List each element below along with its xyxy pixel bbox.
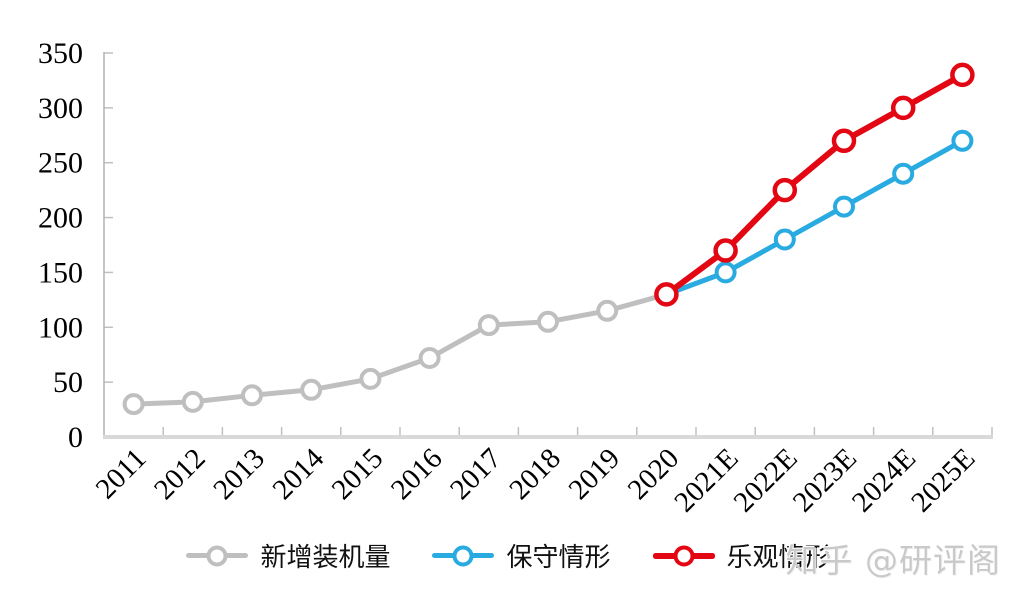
data-point-marker-2 <box>713 238 738 263</box>
y-tick-label: 300 <box>38 92 83 125</box>
data-point-marker-0 <box>418 347 441 369</box>
data-point-marker-2 <box>654 282 679 307</box>
data-point-marker-1 <box>773 228 796 251</box>
x-tick-label: 2014 <box>267 442 331 506</box>
data-point-marker-2 <box>772 177 798 203</box>
legend-item-new-installs: 新增装机量 <box>186 537 390 574</box>
data-point-marker-0 <box>477 314 500 337</box>
x-tick-label: 2013 <box>207 442 271 506</box>
data-point-marker-0 <box>596 299 619 322</box>
data-point-marker-0 <box>122 393 145 416</box>
y-tick-label: 50 <box>53 366 83 399</box>
data-point-marker-0 <box>537 310 559 333</box>
y-tick-label: 350 <box>38 37 83 70</box>
data-point-marker-1 <box>951 129 974 152</box>
data-point-marker-1 <box>714 261 737 284</box>
series-line-2 <box>663 71 966 298</box>
y-tick-label: 0 <box>68 421 83 454</box>
y-tick-label: 200 <box>38 202 83 235</box>
x-tick-label: 2015 <box>326 442 390 506</box>
data-point-marker-1 <box>892 162 915 185</box>
x-tick-label: 2022E <box>728 442 804 518</box>
x-tick-label: 2019 <box>563 442 627 506</box>
y-tick-label: 250 <box>38 147 83 180</box>
x-tick-label: 2016 <box>385 442 449 506</box>
legend-marker-gray-line-icon <box>186 543 249 569</box>
data-point-marker-2 <box>890 95 916 121</box>
legend-item-conservative: 保守情形 <box>432 537 611 574</box>
legend-label-conservative: 保守情形 <box>506 543 611 573</box>
data-point-marker-0 <box>300 378 323 401</box>
legend-label-new-installs: 新增装机量 <box>260 543 391 573</box>
legend-item-optimistic: 乐观情形 <box>652 537 831 574</box>
data-point-marker-2 <box>950 62 975 88</box>
x-tick-label: 2017 <box>444 442 508 506</box>
x-tick-label: 2018 <box>503 442 567 506</box>
y-tick-label: 150 <box>38 256 83 289</box>
data-point-marker-0 <box>181 390 204 413</box>
x-tick-label: 2025E <box>905 442 981 518</box>
x-tick-label: 2011 <box>90 442 153 505</box>
y-tick-label: 100 <box>38 311 83 344</box>
x-tick-label: 2021E <box>668 442 744 518</box>
legend-label-optimistic: 乐观情形 <box>726 543 831 573</box>
chart-legend: 新增装机量 保守情形 乐观情形 <box>0 537 1017 574</box>
data-point-marker-1 <box>833 195 855 218</box>
legend-marker-blue-line-icon <box>432 543 495 569</box>
data-point-marker-2 <box>831 128 857 154</box>
x-tick-label: 2023E <box>787 442 863 518</box>
data-point-marker-0 <box>241 384 263 407</box>
x-tick-label: 2012 <box>148 442 212 506</box>
data-point-marker-0 <box>359 367 382 390</box>
legend-marker-red-line-icon <box>652 543 715 569</box>
x-tick-label: 2024E <box>846 442 922 518</box>
series-line-0 <box>131 291 669 407</box>
